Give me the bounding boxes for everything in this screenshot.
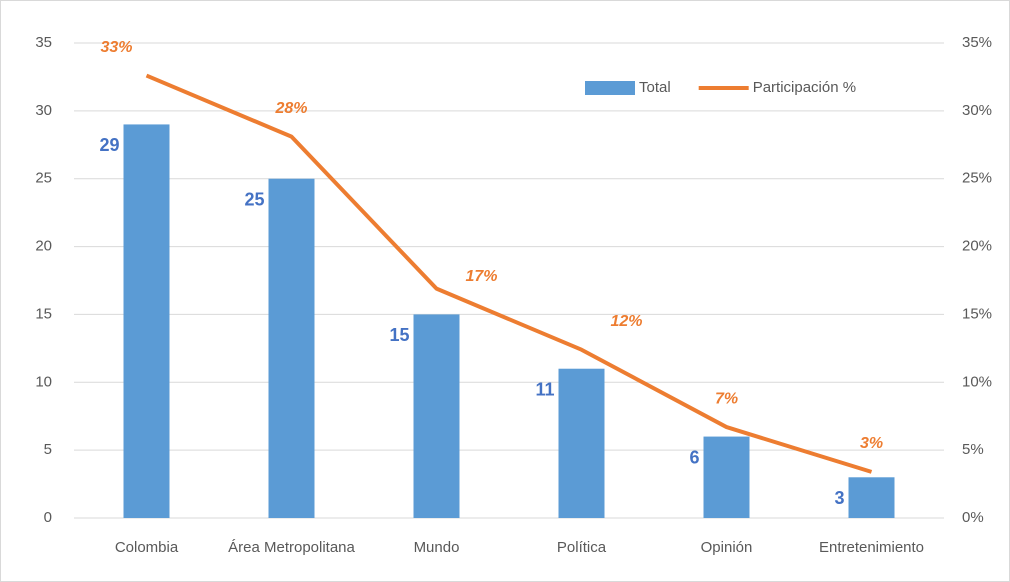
x-tick-label: Política [557, 539, 607, 556]
line-value-label: 3% [860, 435, 883, 452]
bar [123, 124, 170, 518]
y2-tick-label: 30% [962, 102, 992, 119]
bar-value-label: 11 [535, 379, 554, 399]
y2-tick-label: 15% [962, 305, 992, 322]
y2-tick-label: 20% [962, 238, 992, 255]
y-tick-label: 30 [35, 102, 52, 119]
legend-label: Participación % [753, 79, 856, 96]
bar [268, 178, 315, 518]
line-value-label: 33% [100, 39, 132, 56]
bar [703, 436, 750, 518]
bar-value-label: 25 [244, 189, 264, 209]
y-tick-label: 20 [35, 238, 52, 255]
y2-tick-label: 25% [962, 170, 992, 187]
bar [413, 314, 460, 518]
bar-value-label: 6 [689, 447, 699, 467]
bar [558, 368, 605, 518]
line-value-label: 17% [465, 268, 497, 285]
legend-label: Total [639, 79, 671, 96]
x-tick-label: Entretenimiento [819, 539, 924, 556]
bar-value-label: 15 [389, 325, 409, 345]
line [145, 73, 873, 474]
y2-tick-label: 5% [962, 441, 984, 458]
bar-value-label: 29 [99, 135, 119, 155]
y-tick-label: 25 [35, 170, 52, 187]
line-value-label: 28% [274, 100, 307, 117]
bar [848, 477, 895, 518]
y-tick-label: 5 [44, 441, 52, 458]
y-tick-label: 15 [35, 305, 52, 322]
legend-swatch [585, 81, 635, 95]
x-tick-label: Mundo [414, 539, 460, 556]
y2-tick-label: 0% [962, 509, 984, 526]
y2-tick-label: 10% [962, 373, 992, 390]
line-value-label: 7% [715, 390, 738, 407]
y2-tick-label: 35% [962, 34, 992, 51]
line-value-label: 12% [610, 313, 642, 330]
x-tick-label: Colombia [115, 539, 179, 556]
y-tick-label: 35 [35, 34, 52, 51]
x-tick-label: Área Metropolitana [228, 539, 355, 556]
bar-value-label: 3 [834, 488, 844, 508]
x-tick-label: Opinión [701, 539, 753, 556]
y-tick-label: 0 [44, 509, 52, 526]
y-tick-label: 10 [35, 373, 52, 390]
